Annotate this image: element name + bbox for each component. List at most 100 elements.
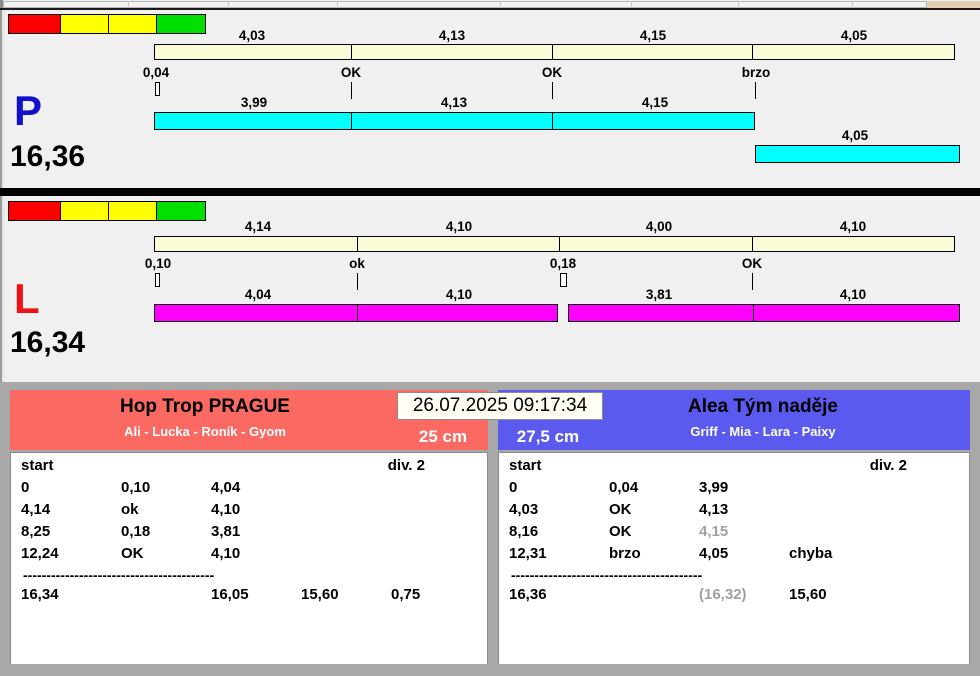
cell-status: 0,10 xyxy=(121,479,151,496)
legend-seg-red xyxy=(9,202,61,220)
actual-label-l-3: 4,10 xyxy=(839,287,867,302)
actual-label-p-1: 4,13 xyxy=(440,95,468,110)
actual-split-l-1 xyxy=(753,305,754,321)
total-standard: 15,60 xyxy=(301,586,339,603)
plan-bar-p xyxy=(154,44,955,60)
actual-split-l-0 xyxy=(357,305,358,321)
cell-split: 3,99 xyxy=(699,479,729,496)
plan-split-l-2 xyxy=(752,237,753,251)
total-standard: 15,60 xyxy=(789,586,827,603)
actual-label-p-0: 3,99 xyxy=(240,95,268,110)
tick-line-p-2 xyxy=(755,82,756,99)
run-panel-p: 4,03 4,13 4,15 4,05 0,04 OK OK brzo 3,99… xyxy=(0,10,980,188)
cell-status: 0,18 xyxy=(121,523,151,540)
cell-split: 4,05 xyxy=(699,545,729,562)
legend-bar-p xyxy=(8,14,206,34)
bottom-base-bar xyxy=(0,664,980,676)
bottom-area: Hop Trop PRAGUE Ali - Lucka - Roník - Gy… xyxy=(0,382,980,676)
strip-tick xyxy=(500,1,501,8)
tick-label-l-0: ok xyxy=(349,256,365,271)
cell-split: 4,10 xyxy=(211,501,241,518)
strip-tick xyxy=(228,1,229,8)
run-total-l: 16,34 xyxy=(10,326,86,359)
tick-label-l-1: 0,18 xyxy=(549,256,577,271)
team-header-left[interactable]: Hop Trop PRAGUE Ali - Lucka - Roník - Gy… xyxy=(10,390,488,450)
plan-split-p-1 xyxy=(552,45,553,59)
cell-status: ok xyxy=(121,501,139,518)
strip-tick xyxy=(738,1,739,8)
actual-label-p-2: 4,15 xyxy=(641,95,669,110)
team-members-left: Ali - Lucka - Roník - Gyom xyxy=(124,424,286,439)
plan-split-l-0 xyxy=(357,237,358,251)
tick-label-p-1: OK xyxy=(541,65,563,80)
strip-tick xyxy=(128,1,129,8)
cell-time: 4,03 xyxy=(509,501,539,518)
sheet-header-start-right: start xyxy=(509,457,542,474)
sheet-header-div-left: div. 2 xyxy=(387,457,425,474)
offset-label-p: 0,04 xyxy=(142,65,170,80)
tick-label-l-2: OK xyxy=(741,256,763,271)
run-total-p: 16,36 xyxy=(10,140,86,173)
actual-split-p-1 xyxy=(552,113,553,129)
cell-time: 0 xyxy=(21,479,30,496)
cell-status: OK xyxy=(609,523,632,540)
fault-marker-l xyxy=(560,273,567,287)
strip-hairline xyxy=(0,8,980,10)
plan-label-p-3: 4,05 xyxy=(840,28,868,43)
plan-label-l-0: 4,14 xyxy=(244,219,272,234)
tick-line-p-1 xyxy=(552,82,553,99)
sheet-separator-right: ----------------------------------------… xyxy=(511,567,703,583)
offset-marker-p xyxy=(155,82,160,96)
total-time: 16,34 xyxy=(21,586,59,603)
cell-status: brzo xyxy=(609,545,641,562)
jump-height-right: 27,5 cm xyxy=(516,427,580,446)
panel-left-edge xyxy=(0,196,8,382)
legend-seg-yellow-1 xyxy=(61,15,109,33)
panel-left-edge xyxy=(0,10,8,188)
plan-split-p-2 xyxy=(752,45,753,59)
actual-label-p-tail: 4,05 xyxy=(841,128,869,143)
total-time: 16,36 xyxy=(509,586,547,603)
cell-status: OK xyxy=(121,545,144,562)
legend-seg-yellow-2 xyxy=(109,15,157,33)
sheet-header-start-left: start xyxy=(21,457,54,474)
sheet-separator-left: ----------------------------------------… xyxy=(23,567,215,583)
score-sheet-right: start div. 2 0 0,04 3,99 4,03 OK 4,13 8,… xyxy=(498,452,970,666)
team-name-right: Alea Tým naděje xyxy=(688,396,838,417)
cell-note: chyba xyxy=(789,545,833,562)
actual-split-p-0 xyxy=(351,113,352,129)
total-net: (16,32) xyxy=(699,586,747,603)
top-progress-strip xyxy=(0,0,980,10)
actual-bar-p xyxy=(154,112,755,130)
cell-split: 4,04 xyxy=(211,479,241,496)
plan-label-p-0: 4,03 xyxy=(238,28,266,43)
actual-label-l-0: 4,04 xyxy=(244,287,272,302)
strip-track xyxy=(3,1,927,8)
run-letter-p: P xyxy=(14,87,43,134)
cell-status: 0,04 xyxy=(609,479,639,496)
plan-split-p-0 xyxy=(351,45,352,59)
cell-time: 8,25 xyxy=(21,523,51,540)
actual-bar-p-tail xyxy=(755,145,960,163)
plan-label-l-1: 4,10 xyxy=(445,219,473,234)
cell-split: 3,81 xyxy=(211,523,241,540)
total-diff: 0,75 xyxy=(391,586,421,603)
offset-marker-l xyxy=(155,273,160,287)
legend-bar-l xyxy=(8,201,206,221)
score-sheet-left: start div. 2 0 0,10 4,04 4,14 ok 4,10 8,… xyxy=(10,452,488,666)
actual-label-l-2: 3,81 xyxy=(645,287,673,302)
team-header-right[interactable]: Alea Tým naděje Griff - Mia - Lara - Pai… xyxy=(498,390,970,450)
sheet-header-div-right: div. 2 xyxy=(869,457,907,474)
run-panel-l: 4,14 4,10 4,00 4,10 0,10 ok 0,18 OK 4,04… xyxy=(0,196,980,382)
actual-bar-l-b xyxy=(568,304,960,322)
team-members-right: Griff - Mia - Lara - Paixy xyxy=(690,424,836,439)
cell-split: 4,15 xyxy=(699,523,729,540)
tick-label-p-0: OK xyxy=(340,65,362,80)
cell-status: OK xyxy=(609,501,632,518)
total-net: 16,05 xyxy=(211,586,249,603)
strip-tick xyxy=(852,1,853,8)
team-name-left: Hop Trop PRAGUE xyxy=(120,396,290,417)
plan-label-p-2: 4,15 xyxy=(639,28,667,43)
legend-seg-yellow-1 xyxy=(61,202,109,220)
tick-label-p-2: brzo xyxy=(741,65,771,80)
